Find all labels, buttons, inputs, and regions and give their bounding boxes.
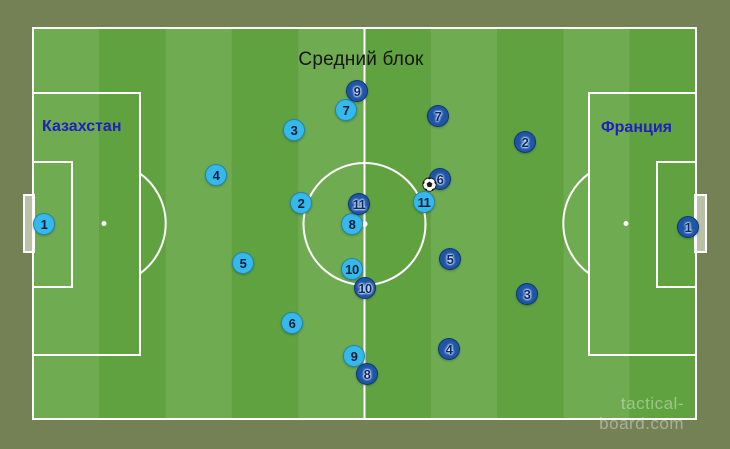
player-chip-kazakhstan-1[interactable]: 1: [33, 213, 55, 235]
player-chip-france-11[interactable]: 11: [348, 193, 370, 215]
player-chip-france-2[interactable]: 2: [514, 131, 536, 153]
player-chip-kazakhstan-10[interactable]: 10: [341, 258, 363, 280]
player-chip-kazakhstan-6[interactable]: 6: [281, 312, 303, 334]
player-chip-kazakhstan-9[interactable]: 9: [343, 345, 365, 367]
soccer-ball-icon[interactable]: [421, 176, 437, 192]
pitch-stripes: [33, 28, 696, 419]
center-spot: [361, 221, 368, 227]
player-chip-france-1[interactable]: 1: [677, 216, 699, 238]
player-chip-kazakhstan-5[interactable]: 5: [232, 252, 254, 274]
player-chip-kazakhstan-4[interactable]: 4: [205, 164, 227, 186]
player-chip-kazakhstan-3[interactable]: 3: [283, 119, 305, 141]
penalty-spot-right: [623, 221, 629, 226]
team-label-france: Франция: [601, 119, 672, 136]
player-chip-kazakhstan-8[interactable]: 8: [341, 213, 363, 235]
team-label-kazakhstan: Казахстан: [42, 118, 122, 135]
player-chip-france-8[interactable]: 8: [356, 363, 378, 385]
player-chip-france-3[interactable]: 3: [516, 283, 538, 305]
player-chip-kazakhstan-11[interactable]: 11: [413, 191, 435, 213]
player-chip-kazakhstan-2[interactable]: 2: [290, 192, 312, 214]
player-chip-france-9[interactable]: 9: [346, 80, 368, 102]
player-chip-france-7[interactable]: 7: [427, 105, 449, 127]
player-chip-kazakhstan-7[interactable]: 7: [335, 99, 357, 121]
player-chip-france-5[interactable]: 5: [439, 248, 461, 270]
player-chip-france-10[interactable]: 10: [354, 277, 376, 299]
board-title: Средний блок: [298, 49, 424, 70]
penalty-arc-left: [139, 172, 167, 275]
player-chip-france-4[interactable]: 4: [438, 338, 460, 360]
penalty-arc-right: [562, 172, 590, 275]
penalty-spot-left: [101, 221, 107, 226]
watermark-text: tactical-board.com: [599, 394, 684, 433]
